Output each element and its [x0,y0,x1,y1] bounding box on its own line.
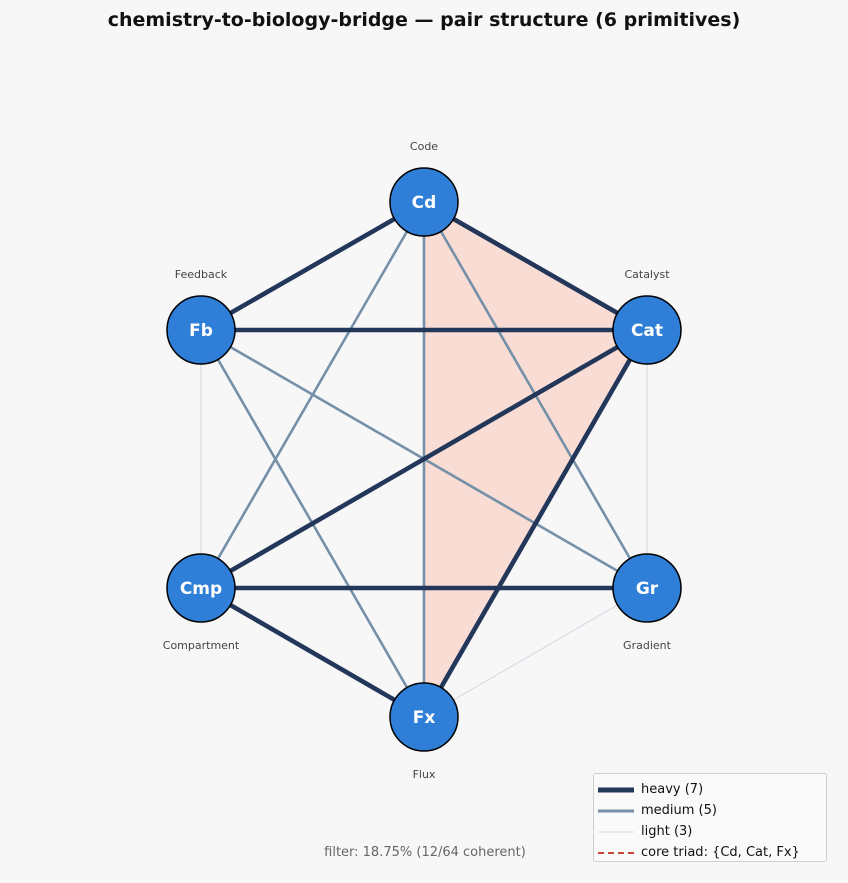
legend-item-triad: core triad: {Cd, Cat, Fx} [594,842,826,863]
legend-label-light: light (3) [641,824,693,839]
node-label-cat: Cat [631,321,663,341]
node-name-fx: Flux [413,768,436,781]
node-cmp: Cmp Compartment [163,553,240,652]
node-label-cmp: Cmp [180,579,222,599]
node-fx: Fx Flux [389,682,459,781]
node-name-cd: Code [410,140,438,153]
node-circle-fb [166,295,236,365]
filter-summary: filter: 18.75% (12/64 coherent) [324,845,526,860]
node-circle-gr [612,553,682,623]
legend-label-triad: core triad: {Cd, Cat, Fx} [641,845,800,860]
node-circle-cd [389,167,459,237]
edge-cat-fx [421,327,650,720]
legend-item-light: light (3) [594,821,826,842]
node-circle-fx [389,682,459,752]
legend-label-heavy: heavy (7) [641,782,704,797]
node-fb: Fb Feedback [166,268,236,365]
node-circle-cmp [166,553,236,623]
node-label-fx: Fx [413,708,436,728]
node-circle-cat [612,295,682,365]
legend-swatch-triad [598,851,634,854]
nodes-layer: Cd Code Fb Feedback Cat Catalyst Cmp Compartmen… [163,140,682,781]
node-name-cmp: Compartment [163,639,240,652]
node-name-cat: Catalyst [624,268,670,281]
node-cd: Cd Code [389,140,459,237]
node-gr: Gr Gradient [612,553,682,652]
node-label-gr: Gr [636,579,659,599]
chart-title: chemistry-to-biology-bridge — pair struc… [107,9,741,31]
edge-gr-fx [423,587,648,718]
node-label-fb: Fb [189,321,213,341]
legend-item-heavy: heavy (7) [594,779,826,800]
edge-cat-cmp [198,327,650,591]
legend-swatch-medium [598,809,634,812]
edges-layer [198,199,650,720]
edge-cd-cat [421,199,650,333]
edge-cd-fb [198,199,427,333]
legend-label-medium: medium (5) [641,803,717,818]
core-triad-region [424,202,647,717]
node-label-cd: Cd [412,193,437,213]
legend: heavy (7) medium (5) light (3) core tria… [593,773,827,862]
node-name-fb: Feedback [175,268,228,281]
node-name-gr: Gradient [623,639,672,652]
legend-item-medium: medium (5) [594,800,826,821]
legend-swatch-heavy [598,787,634,792]
legend-swatch-light [598,831,634,832]
edge-cmp-fx [198,585,427,720]
node-cat: Cat Catalyst [612,268,682,365]
